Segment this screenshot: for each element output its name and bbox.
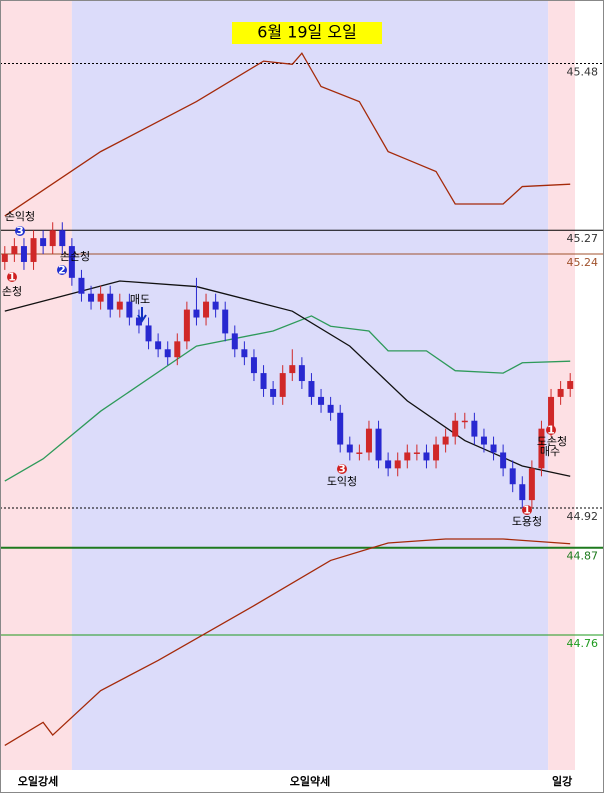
candle-body (318, 396, 325, 405)
candle-body (500, 452, 507, 469)
signal-marker-number: 1 (8, 271, 16, 284)
candle-body (298, 365, 305, 382)
candle-body (337, 412, 344, 445)
price-label: 45.48 (567, 66, 599, 79)
signal-marker-number: 3 (16, 225, 24, 238)
candle-body (308, 381, 315, 397)
candle-body (222, 309, 229, 334)
candle-body (78, 277, 85, 294)
signal-marker (15, 226, 25, 236)
candle-body (461, 420, 468, 423)
candle-body (509, 468, 516, 485)
price-label: 45.24 (567, 256, 599, 269)
candle-body (567, 381, 574, 389)
candle-body (375, 428, 382, 461)
indicator-line (4, 538, 571, 746)
candle-body (241, 349, 248, 358)
candle-body (365, 428, 372, 453)
signal-marker (337, 464, 347, 474)
candle-body (490, 444, 497, 453)
candle-body (164, 349, 171, 358)
candle-body (30, 238, 37, 262)
signal-marker (7, 272, 17, 282)
candle-body (356, 452, 363, 454)
sell-arrow (137, 307, 147, 323)
candle-body (107, 293, 114, 310)
candle-body (346, 444, 353, 453)
candle-body (423, 452, 430, 461)
candle-body (59, 230, 66, 247)
candle-body (126, 301, 133, 318)
regime-label: 오일약세 (290, 774, 330, 788)
candle-body (116, 301, 123, 310)
title-box (232, 22, 382, 44)
candle-body (557, 388, 564, 397)
candle-body (452, 420, 459, 437)
regime-band (0, 0, 72, 770)
candle-body (480, 436, 487, 445)
signal-label: 손청 (2, 285, 22, 298)
candle-body (68, 246, 75, 278)
price-label: 44.92 (567, 510, 599, 523)
signal-label: 도손청 (537, 435, 567, 448)
candle-body (212, 301, 219, 310)
candle-body (145, 325, 152, 342)
regime-label: 오일강세 (18, 774, 58, 788)
candle-body (404, 452, 411, 461)
signal-label: 손손청 (60, 250, 90, 263)
candle-body (538, 428, 545, 469)
signal-marker-number: 1 (523, 504, 531, 517)
signal-label: 매도 (130, 293, 150, 306)
signal-marker-number: 3 (338, 463, 346, 476)
candle-body (183, 309, 190, 342)
candle-body (394, 460, 401, 469)
regime-label: 일강 (552, 774, 572, 788)
candle-body (174, 341, 181, 358)
candle-body (385, 460, 392, 469)
candle-body (203, 301, 210, 318)
signal-marker-number: 2 (58, 264, 66, 277)
indicator-line (4, 315, 571, 482)
candle-body (519, 484, 526, 501)
candle-body (260, 373, 267, 389)
candle-body (40, 238, 47, 247)
signal-label: 도용청 (512, 515, 542, 528)
candle-body (11, 246, 18, 255)
candle-body (49, 230, 56, 247)
candle-body (250, 357, 257, 374)
signal-marker (57, 265, 67, 275)
candle-body (88, 293, 95, 302)
candle-body (433, 444, 440, 461)
chart-title: 6월 19일 오일 (257, 23, 357, 42)
price-label: 44.87 (567, 550, 599, 563)
indicator-line (4, 52, 571, 217)
signal-label: 손익청 (5, 210, 35, 223)
signal-label: 도익청 (327, 475, 357, 488)
candle-body (231, 333, 238, 350)
candle-body (270, 388, 277, 397)
signal-label: 매수 (540, 445, 560, 458)
candle-body (1, 254, 8, 262)
candle-body (155, 341, 162, 350)
candle-body (413, 452, 420, 454)
signal-marker-number: 1 (547, 424, 555, 437)
signal-marker (546, 425, 556, 435)
plot: 45.4845.2745.2444.9244.8744.76손익청3손청1손손청… (0, 52, 604, 746)
signal-marker (522, 505, 532, 515)
candle-body (20, 246, 27, 262)
candle-body (442, 436, 449, 445)
candle-body (327, 404, 334, 413)
candle-body (528, 468, 535, 501)
candle-body (135, 317, 142, 326)
candle-body (548, 396, 555, 429)
candle-body (289, 365, 296, 374)
price-label: 45.27 (567, 232, 599, 245)
candle-body (193, 309, 200, 318)
candle-body (97, 293, 104, 302)
background: 오일강세 오일약세 일강 (0, 0, 575, 788)
candle-body (471, 420, 478, 437)
candle-body (279, 373, 286, 397)
price-label: 44.76 (567, 637, 599, 650)
